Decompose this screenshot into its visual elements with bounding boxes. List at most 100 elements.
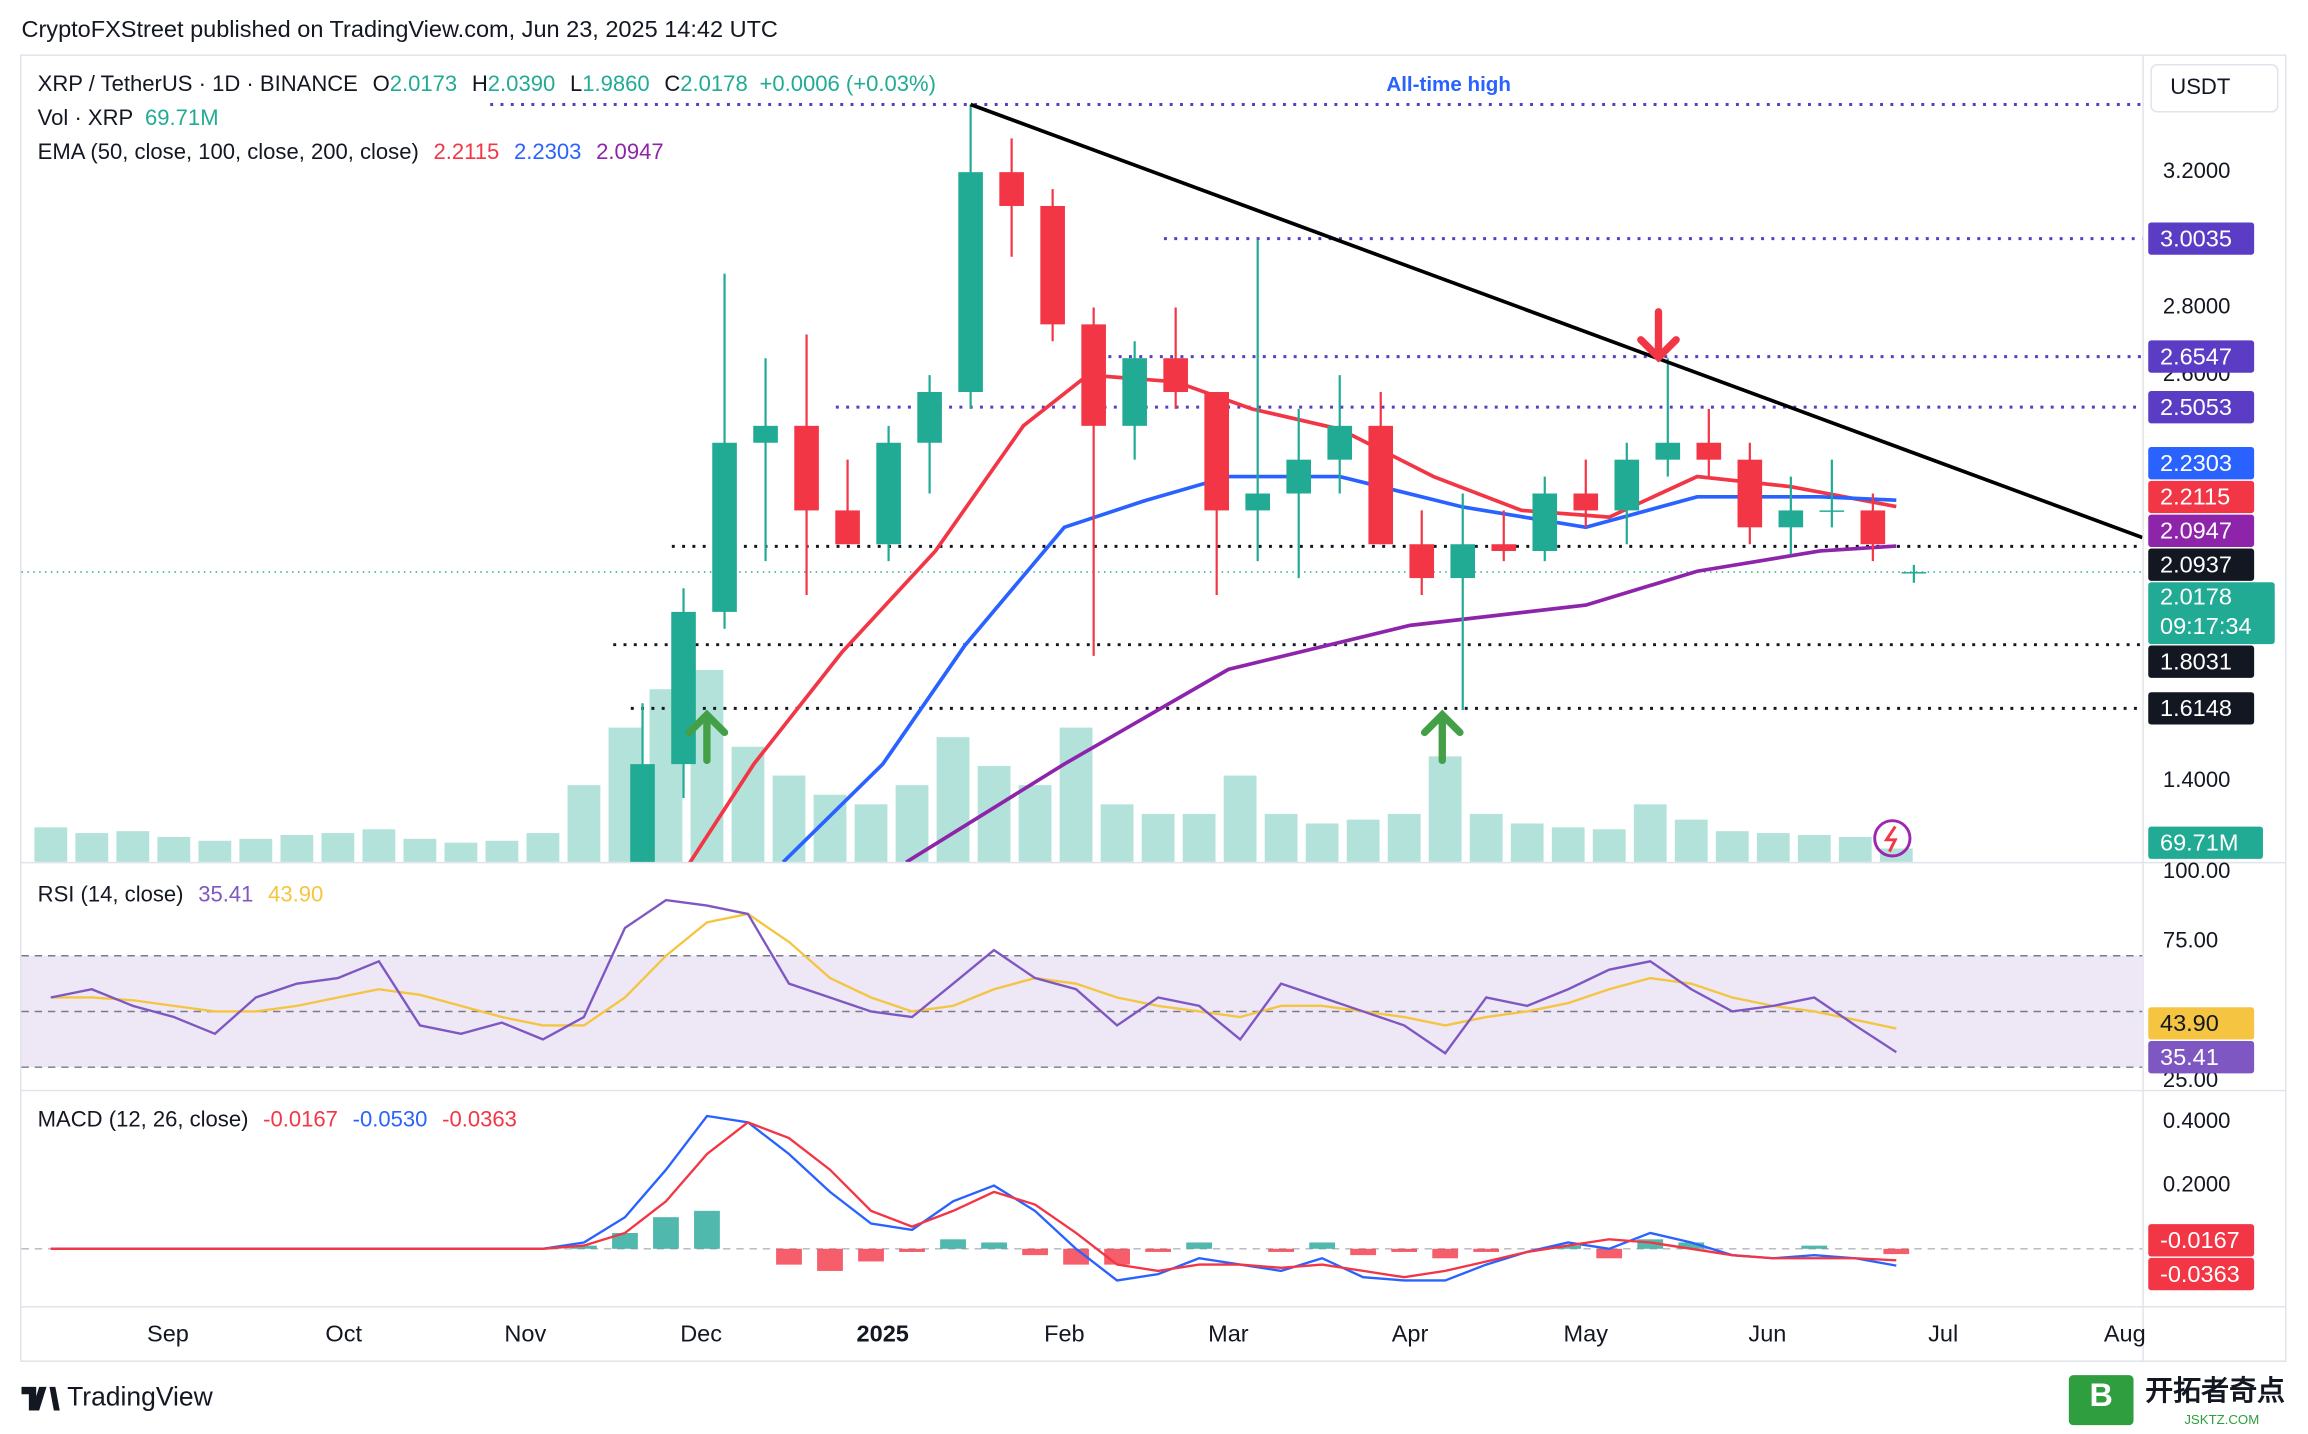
volume-bar — [157, 836, 191, 862]
histogram-bar — [1596, 1248, 1623, 1259]
quote-key: O — [373, 71, 390, 96]
histogram-bar — [1555, 1245, 1582, 1249]
watermark-url: JSKTZ.COM — [2184, 1412, 2259, 1427]
candle-body — [1901, 572, 1927, 574]
up-arrow — [685, 709, 729, 765]
price-pane: All-time high — [21, 73, 2143, 862]
x-tick-label: Sep — [147, 1321, 189, 1347]
candle-body — [712, 442, 737, 612]
candle-body — [1696, 442, 1722, 460]
price-badge — [2148, 390, 2255, 424]
price-badge-label: 43.90 — [2160, 1010, 2219, 1036]
rsi-pane — [21, 898, 2143, 1068]
ema-value: 2.2115 — [434, 139, 500, 164]
quote-value: 2.0390 — [488, 71, 555, 96]
candle-body — [1737, 459, 1763, 528]
quote-key: C — [664, 71, 680, 96]
y-tick-label: 0.2000 — [2163, 1171, 2230, 1196]
volume-bar — [1510, 823, 1544, 862]
candle-body — [1245, 493, 1270, 511]
histogram-bar — [776, 1248, 802, 1265]
currency-box[interactable] — [2150, 63, 2279, 113]
indicator-value: -0.0530 — [353, 1107, 428, 1132]
x-tick-label: Apr — [1392, 1321, 1429, 1347]
price-badge — [2148, 1224, 2255, 1257]
volume-bar — [1633, 804, 1667, 862]
y-tick-label: 75.00 — [2163, 928, 2218, 953]
candle-body — [1204, 392, 1229, 511]
y-tick-label: 0.4000 — [2163, 1108, 2230, 1133]
volume-bar — [772, 775, 806, 862]
price-badge-label: 1.8031 — [2160, 648, 2232, 674]
candle-body — [958, 172, 983, 393]
tv-logo — [21, 1386, 60, 1411]
alert-bolt — [1883, 825, 1898, 853]
volume-bar — [403, 838, 437, 862]
volume-bar — [854, 804, 888, 862]
histogram-bar — [1883, 1248, 1910, 1255]
volume-bar — [1182, 813, 1216, 862]
histogram-bar — [1022, 1248, 1048, 1256]
price-badge-label: 69.71M — [2160, 829, 2238, 855]
quote-key: H — [472, 71, 488, 96]
histogram-bar — [1637, 1239, 1664, 1249]
candle-body — [1614, 459, 1640, 511]
price-badge — [2148, 340, 2255, 373]
volume-bar — [526, 833, 560, 862]
volume-bar — [1715, 831, 1749, 862]
candle-body — [1327, 425, 1353, 460]
y-tick-label: 100.00 — [2163, 858, 2230, 883]
candle-body — [1368, 425, 1394, 545]
price-badge — [2148, 645, 2255, 678]
price-badge — [2148, 514, 2255, 547]
candle-body — [1778, 510, 1804, 528]
candle-body — [794, 425, 819, 511]
volume-bar — [198, 840, 232, 862]
x-tick-label: Feb — [1044, 1321, 1085, 1347]
histogram-bar — [1391, 1248, 1418, 1252]
histogram-bar — [1145, 1248, 1171, 1252]
volume-bar — [1469, 813, 1503, 862]
price-badge — [2148, 582, 2275, 645]
volume-bar — [1387, 813, 1421, 862]
price-badge-label: 2.0178 — [2160, 584, 2232, 610]
volume-bar — [895, 785, 929, 862]
price-badge — [2148, 1007, 2255, 1040]
x-tick-label: Jul — [1928, 1321, 1958, 1347]
volume-bar — [1100, 804, 1134, 862]
indicator-value: 35.41 — [198, 882, 253, 907]
x-tick-label: Dec — [680, 1321, 722, 1347]
price-badge — [2148, 446, 2255, 480]
candle-body — [1040, 205, 1065, 325]
level-annotation: All-time high — [1386, 73, 1511, 96]
volume-bar — [1141, 813, 1175, 862]
volume-bar — [362, 829, 396, 862]
price-badge-label: 2.5053 — [2160, 394, 2232, 420]
histogram-bar — [1801, 1245, 1828, 1249]
volume-bar — [485, 840, 519, 862]
indicator-line — [50, 912, 1897, 1030]
macd-pane — [21, 1114, 2143, 1282]
volume-bar — [1428, 756, 1462, 862]
x-tick-label: Aug — [2104, 1321, 2146, 1347]
x-tick-label: May — [1564, 1321, 1609, 1347]
histogram-bar — [571, 1245, 597, 1249]
price-badge — [2148, 548, 2255, 581]
histogram-bar — [940, 1239, 966, 1249]
histogram-bar — [1350, 1248, 1377, 1256]
candle-body — [753, 425, 778, 443]
ema-value: 2.2303 — [514, 139, 581, 164]
candle-body — [1081, 324, 1106, 426]
volume-bar — [1223, 775, 1257, 862]
up-arrow — [1420, 709, 1464, 765]
histogram-bar — [899, 1248, 925, 1252]
y-tick-label: 2.8000 — [2163, 293, 2230, 318]
histogram-bar — [1309, 1242, 1336, 1249]
candle-body — [917, 392, 942, 443]
x-tick-label: Oct — [325, 1321, 362, 1347]
volume-title: Vol · XRP — [38, 105, 134, 130]
price-badge-label: 1.6148 — [2160, 695, 2232, 721]
watermark-logo — [2068, 1375, 2134, 1426]
